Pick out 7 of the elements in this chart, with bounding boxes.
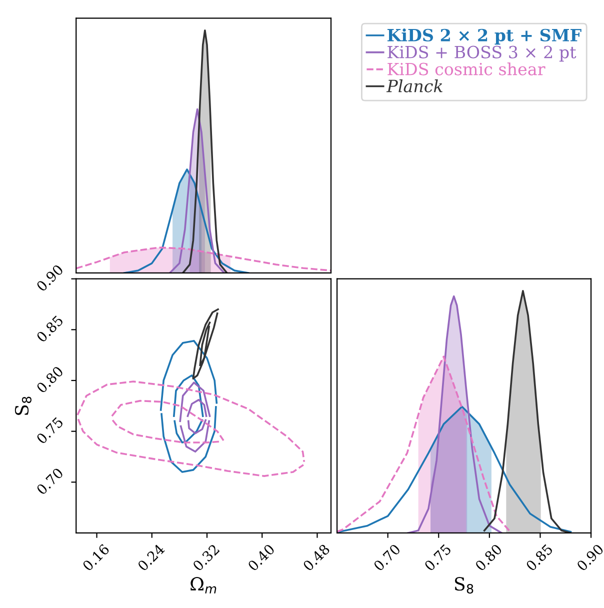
legend-label: KiDS 2 × 2 pt + SMF — [387, 28, 582, 45]
x-axis-title: S$_{8}$ — [454, 577, 474, 594]
x-axis-title: Ω$_{m}$ — [190, 577, 216, 594]
legend-label: Planck — [386, 79, 442, 92]
legend-label: KiDS cosmic shear — [388, 62, 546, 76]
legend-label: KiDS + BOSS 3 × 2 pt — [388, 46, 576, 62]
y-axis-title: S$_{8}$ — [14, 396, 32, 415]
